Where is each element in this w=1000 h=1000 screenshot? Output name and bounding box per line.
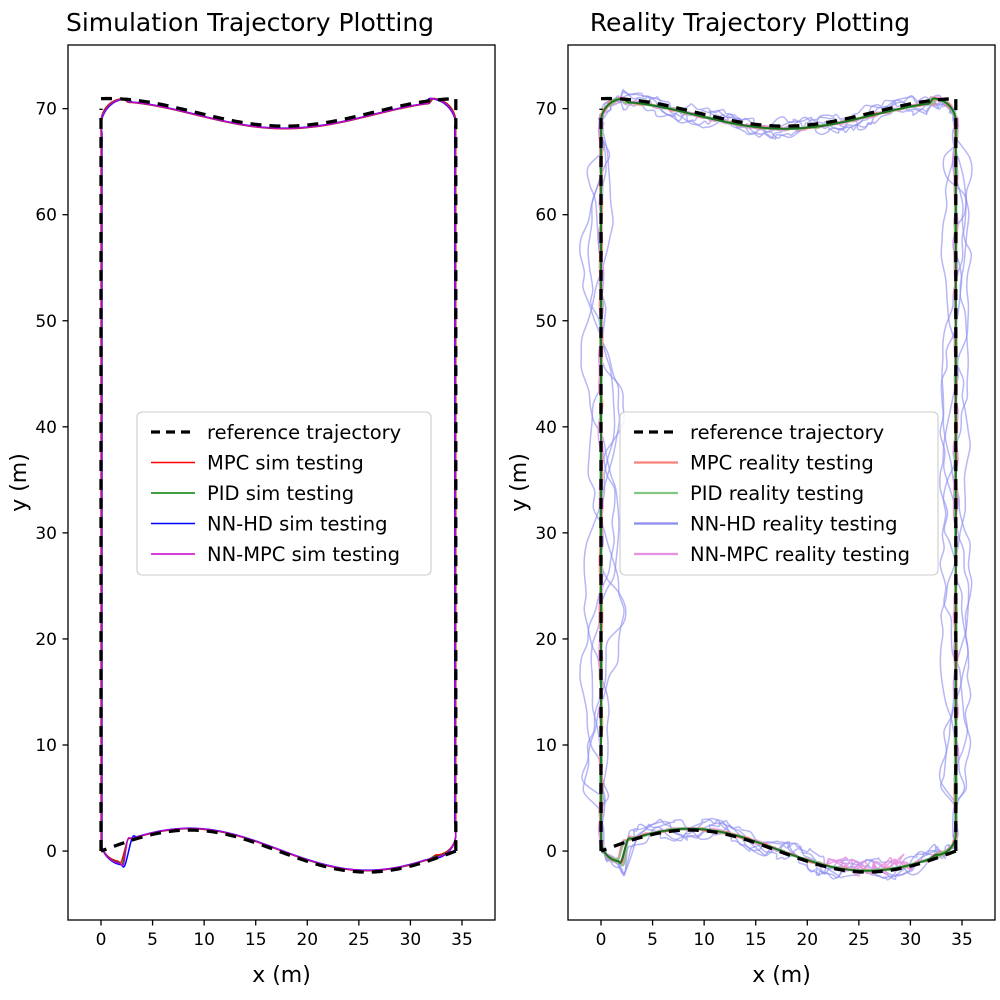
y-tick-label: 0 [46,842,57,862]
y-tick-label: 20 [35,630,57,650]
reference-trajectory [600,96,956,128]
panel-reality: Reality Trajectory Plotting 0 5 10 15 20 25 30… [500,0,1000,1000]
x-tick-label: 0 [96,930,107,950]
y-tick-label: 50 [35,312,57,332]
legend-label-2: PID sim testing [207,482,354,505]
x-tick-label: 20 [296,930,318,950]
plot-area [99,96,458,874]
legend-label-3: NN-HD reality testing [690,513,897,536]
panel-simulation: Simulation Trajectory Plotting 0 5 10 15 20 2… [7,8,496,988]
legend-label-0: reference trajectory [690,421,884,444]
axes-simulation: 0 5 10 15 20 25 30 35 0 10 20 30 40 50 60 70 x (m) y (m) r… [7,44,496,988]
x-tick-label: 35 [951,930,973,950]
y-tick-label: 70 [535,100,557,120]
axes-reality: 0 5 10 15 20 25 30 35 0 10 20 30 40 50 60 70 x (m) y (m) r… [507,44,996,988]
x-tick-label: 25 [348,930,370,950]
legend-label-1: MPC reality testing [690,452,874,475]
y-axis-label: y (m) [507,453,532,512]
x-tick-label: 0 [596,930,607,950]
legend-label-2: PID reality testing [690,482,864,505]
x-tick-label: 5 [647,930,658,950]
legend-label-4: NN-MPC sim testing [207,543,400,566]
y-tick-label: 70 [35,100,57,120]
x-tick-label: 10 [193,930,215,950]
panel-title-simulation: Simulation Trajectory Plotting [65,8,435,37]
panel-title-reality: Reality Trajectory Plotting [589,8,911,37]
x-tick-label: 35 [451,930,473,950]
legend-label-3: NN-HD sim testing [207,513,387,536]
legend-box [619,411,939,576]
plot-area [578,88,973,881]
x-axis-label: x (m) [252,963,311,988]
y-tick-label: 10 [535,736,557,756]
axes-frame [67,44,496,921]
x-axis-label: x (m) [752,963,811,988]
x-tick-label: 30 [400,930,422,950]
y-axis-label: y (m) [7,453,32,512]
legend: reference trajectory MPC sim testing PID s… [136,411,432,576]
y-tick-label: 30 [35,524,57,544]
legend-label-4: NN-MPC reality testing [690,543,910,566]
axes-frame [567,44,996,921]
x-tick-label: 20 [796,930,818,950]
y-tick-label: 40 [35,418,57,438]
x-tick-label: 30 [900,930,922,950]
x-tick-label: 15 [245,930,267,950]
x-tick-label: 25 [848,930,870,950]
y-tick-label: 40 [535,418,557,438]
y-tick-label: 10 [35,736,57,756]
legend-label-1: MPC sim testing [207,452,364,475]
reference-trajectory [100,828,457,874]
x-tick-label: 5 [147,930,158,950]
x-tick-label: 10 [693,930,715,950]
legend: reference trajectory MPC reality testing P… [619,411,939,576]
y-tick-label: 30 [535,524,557,544]
reference-trajectory [600,828,957,874]
y-tick-label: 60 [35,206,57,226]
x-tick-label: 15 [745,930,767,950]
y-tick-label: 60 [535,206,557,226]
reference-trajectory [100,96,456,128]
legend-box [136,411,432,576]
y-tick-label: 50 [535,312,557,332]
y-tick-label: 20 [535,630,557,650]
legend-label-0: reference trajectory [207,421,401,444]
y-tick-label: 0 [546,842,557,862]
